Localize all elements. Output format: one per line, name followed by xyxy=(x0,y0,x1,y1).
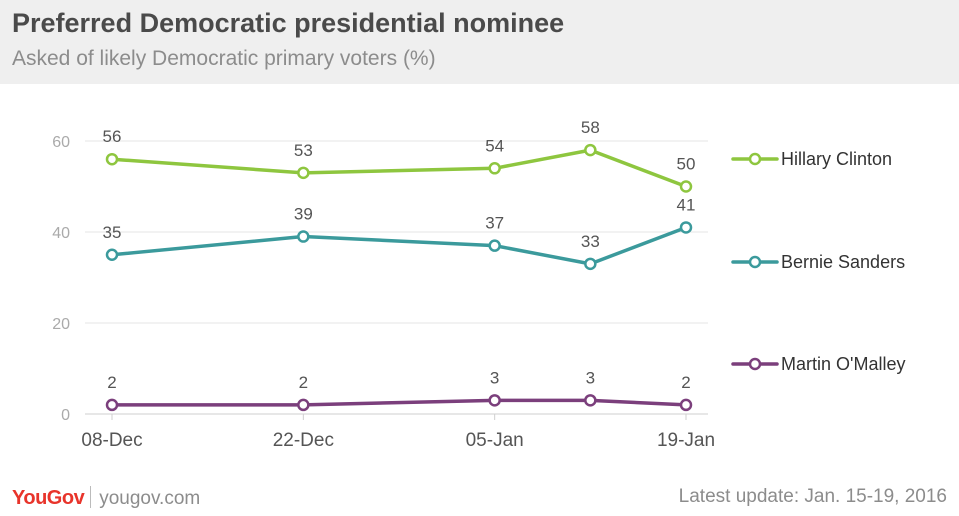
data-label-1-2: 37 xyxy=(485,214,504,233)
latest-update: Latest update: Jan. 15-19, 2016 xyxy=(678,486,947,507)
data-label-1-4: 41 xyxy=(677,195,696,214)
series-line-0 xyxy=(110,148,688,189)
chart-subtitle: Asked of likely Democratic primary voter… xyxy=(12,47,436,70)
series-line-1 xyxy=(110,225,688,266)
data-label-0-0: 56 xyxy=(103,127,122,146)
data-point-2-3 xyxy=(584,394,597,407)
x-tick-label-1: 22-Dec xyxy=(273,430,334,451)
data-label-0-1: 53 xyxy=(294,141,313,160)
data-point-0-1 xyxy=(297,166,310,180)
data-point-1-0 xyxy=(105,248,119,261)
data-label-0-2: 54 xyxy=(485,136,504,155)
y-tick-label-40: 40 xyxy=(52,225,70,242)
x-tick-label-2: 05-Jan xyxy=(466,430,524,451)
brand-site: yougov.com xyxy=(99,488,201,509)
data-point-1-1 xyxy=(297,230,310,243)
data-label-2-3: 3 xyxy=(586,368,595,387)
y-tick-label-60: 60 xyxy=(52,134,70,151)
data-point-1-2 xyxy=(488,239,501,252)
data-label-0-3: 58 xyxy=(581,118,600,137)
x-tick-label-0: 08-Dec xyxy=(81,430,142,451)
data-label-0-4: 50 xyxy=(677,155,696,174)
yougov-logo: YouGov yougov.com xyxy=(12,486,200,510)
data-point-1-4 xyxy=(679,221,693,234)
data-label-1-0: 35 xyxy=(103,223,122,242)
data-label-1-3: 33 xyxy=(581,232,600,251)
data-point-0-3 xyxy=(584,143,597,157)
brand-name: YouGov xyxy=(12,487,85,509)
data-label-2-2: 3 xyxy=(490,368,499,387)
data-point-2-0 xyxy=(105,398,119,412)
y-tick-label-20: 20 xyxy=(52,316,70,333)
data-label-1-1: 39 xyxy=(294,205,313,224)
x-tick-label-3: 19-Jan xyxy=(657,430,715,451)
data-point-0-0 xyxy=(105,152,119,166)
data-label-2-4: 2 xyxy=(681,373,690,392)
series-line-2 xyxy=(110,398,688,407)
data-point-2-1 xyxy=(297,398,310,412)
legend-marker-2 xyxy=(748,357,762,371)
chart-title: Preferred Democratic presidential nomine… xyxy=(12,8,565,38)
data-point-0-2 xyxy=(488,162,501,175)
data-point-2-4 xyxy=(679,398,693,412)
legend-label-2: Martin O'Malley xyxy=(781,354,905,374)
data-point-0-4 xyxy=(679,180,693,193)
data-label-2-1: 2 xyxy=(299,373,308,392)
legend-label-1: Bernie Sanders xyxy=(781,252,905,272)
data-point-1-3 xyxy=(584,257,597,271)
data-label-2-0: 2 xyxy=(107,373,116,392)
data-point-2-2 xyxy=(488,394,501,407)
brand-divider xyxy=(90,486,92,508)
legend-label-0: Hillary Clinton xyxy=(781,149,892,169)
header: Preferred Democratic presidential nomine… xyxy=(0,0,959,84)
legend-marker-0 xyxy=(748,152,762,166)
legend-marker-1 xyxy=(748,255,762,269)
y-tick-label-0: 0 xyxy=(61,407,70,424)
